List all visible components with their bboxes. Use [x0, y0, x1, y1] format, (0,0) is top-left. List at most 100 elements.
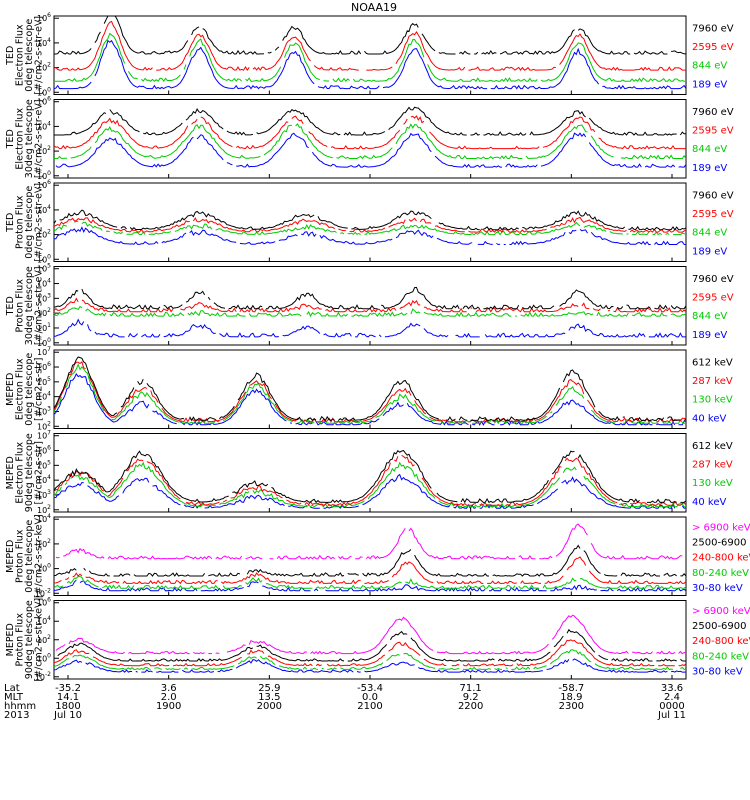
- series-group: [54, 106, 686, 168]
- legend-entry: 7960 eV: [692, 274, 734, 285]
- axis-cell-date: Jul 11: [657, 710, 686, 721]
- figure-title: NOAA19: [351, 1, 397, 14]
- y-tick-label: 104: [37, 513, 51, 524]
- series-line: [54, 286, 686, 310]
- y-tick-label: 100: [37, 652, 51, 663]
- axis-cell-mlt: 2.4: [664, 692, 680, 703]
- y-axis-label: MEPED: [5, 373, 16, 406]
- y-axis-label: TED: [5, 46, 16, 66]
- series-line: [54, 356, 686, 422]
- axis-cell-lat: 71.1: [460, 683, 482, 694]
- legend-entry: 2500-6900: [692, 621, 747, 632]
- y-axis-label: 90deg telescope: [24, 600, 35, 679]
- y-axis-label: Electron Flux: [15, 24, 26, 86]
- series-line: [54, 20, 686, 72]
- legend-entry: 612 keV: [692, 357, 733, 368]
- y-tick-label: 100: [37, 337, 51, 348]
- legend-entry: 130 keV: [692, 478, 733, 489]
- series-line: [54, 454, 686, 506]
- axis-cell-mlt: 2.0: [161, 692, 177, 703]
- series-line: [54, 226, 686, 246]
- legend-entry: 7960 eV: [692, 107, 734, 118]
- y-tick-label: 106: [37, 597, 51, 608]
- y-axis-label: [#/cm2-s-str]: [34, 441, 45, 504]
- series-line: [54, 123, 686, 160]
- y-tick-label: 101: [37, 322, 51, 333]
- series-line: [54, 115, 686, 150]
- legend-entry: 30-80 keV: [692, 666, 743, 677]
- axis-cell-lat: 25.9: [258, 683, 280, 694]
- axis-cell-date: Jul 10: [53, 710, 82, 721]
- y-tick-label: 104: [37, 391, 51, 402]
- y-tick-label: 106: [37, 12, 51, 23]
- series-line: [54, 449, 686, 504]
- axis-cell-mlt: 18.9: [560, 692, 582, 703]
- y-axis-label: 90deg telescope: [24, 433, 35, 512]
- y-tick-label: 102: [37, 538, 51, 549]
- axis-cell-hhmm: 2200: [458, 701, 483, 712]
- legend-entry: > 6900 keV: [692, 606, 750, 617]
- series-group: [54, 16, 686, 90]
- y-axis-label: Proton Flux: [15, 195, 26, 249]
- axis-row-label: hhmm: [4, 701, 36, 712]
- series-line: [56, 524, 686, 559]
- series-line: [54, 32, 686, 83]
- y-axis-label: MEPED: [5, 540, 16, 573]
- y-tick-label: 103: [37, 489, 51, 500]
- y-tick-label: 102: [37, 229, 51, 240]
- y-tick-label: 100: [37, 86, 51, 97]
- y-tick-label: 104: [37, 278, 51, 289]
- legend-entry: 40 keV: [692, 497, 726, 508]
- legend-entry: 189 eV: [692, 163, 727, 174]
- y-tick-label: 107: [37, 430, 51, 441]
- legend-entry: 612 keV: [692, 441, 733, 452]
- y-axis-label: [#/cm2-s-str-eV]: [34, 183, 45, 262]
- legend-entry: 2595 eV: [692, 42, 734, 53]
- axis-cell-hhmm: 1900: [156, 701, 181, 712]
- y-axis-label: Electron Flux: [15, 442, 26, 504]
- series-group: [54, 356, 686, 426]
- y-tick-label: 102: [37, 420, 51, 431]
- y-tick-label: 106: [37, 445, 51, 456]
- legend-entry: 189 eV: [692, 330, 727, 341]
- series-line: [54, 16, 686, 55]
- series-line: [54, 544, 686, 577]
- legend-entry: 40 keV: [692, 413, 726, 424]
- legend-entry: 2500-6900: [692, 538, 747, 549]
- y-axis-label: Proton Flux: [15, 279, 26, 333]
- y-tick-label: 106: [37, 361, 51, 372]
- y-tick-label: 100: [37, 170, 51, 181]
- legend-entry: 240-800 keV: [692, 636, 750, 647]
- y-tick-label: 105: [37, 459, 51, 470]
- y-axis-label: TED: [5, 213, 16, 233]
- legend-entry: 287 keV: [692, 460, 733, 471]
- legend-entry: 2595 eV: [692, 209, 734, 220]
- series-line: [57, 628, 686, 662]
- axis-cell-lat: -35.2: [55, 683, 81, 694]
- y-axis-label: [#/cm2-s-str-keV]: [34, 514, 45, 598]
- axis-cell-hhmm: 1800: [55, 701, 80, 712]
- y-tick-label: 104: [37, 120, 51, 131]
- legend-entry: 80-240 keV: [692, 568, 749, 579]
- y-tick-label: 10-2: [35, 671, 51, 682]
- series-line: [54, 209, 686, 231]
- legend-entry: 240-800 keV: [692, 553, 750, 564]
- legend-entry: 189 eV: [692, 79, 727, 90]
- legend-entry: 844 eV: [692, 61, 727, 72]
- axis-cell-mlt: 13.5: [258, 692, 280, 703]
- series-group: [54, 614, 686, 673]
- series-line: [54, 649, 686, 671]
- y-axis-label: TED: [5, 129, 16, 149]
- y-axis-label: Electron Flux: [15, 358, 26, 420]
- legend-entry: 844 eV: [692, 144, 727, 155]
- series-line: [54, 639, 686, 667]
- series-group: [54, 209, 686, 246]
- series-line: [54, 318, 686, 338]
- y-tick-label: 107: [37, 346, 51, 357]
